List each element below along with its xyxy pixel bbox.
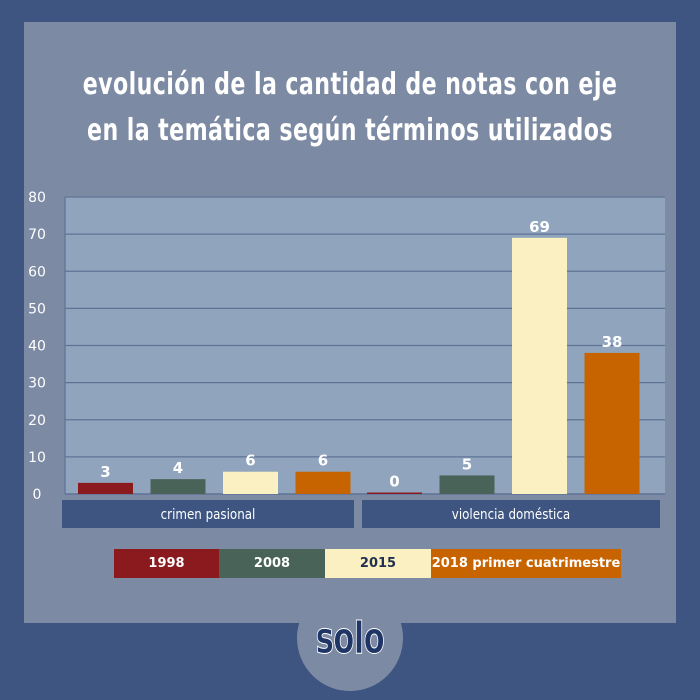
bar-value-label: 3 (100, 463, 110, 481)
bar-value-label: 6 (245, 452, 255, 470)
y-tick-label: 60 (28, 264, 46, 280)
category-label: violencia doméstica (452, 507, 570, 523)
bar (150, 479, 206, 494)
y-tick-label: 20 (28, 413, 46, 429)
legend-item: 1998 (114, 549, 219, 578)
chart-legend: 1998 2008 2015 2018 primer cuatrimestre (114, 549, 621, 578)
legend-label: 2015 (359, 556, 397, 571)
bar (512, 237, 567, 494)
y-tick-label: 70 (28, 227, 46, 243)
bar (584, 352, 640, 494)
chart-title: evolución de la cantidad de notas con ej… (83, 62, 618, 154)
bar (439, 475, 495, 494)
bar-value-label: 0 (389, 473, 399, 491)
y-tick-label: 0 (33, 487, 42, 503)
bar (367, 492, 422, 494)
legend-item: 2008 (219, 549, 325, 578)
legend-label: 2018 primer cuatrimestre (431, 556, 621, 571)
category-band (362, 500, 660, 528)
chart-title-line-1: evolución de la cantidad de notas con ej… (82, 67, 618, 102)
bar-value-label: 4 (173, 459, 183, 477)
bar-value-label: 69 (529, 218, 550, 236)
y-tick-label: 50 (28, 301, 46, 317)
legend-item: 2015 (325, 549, 431, 578)
bar (78, 482, 133, 494)
category-band (62, 500, 354, 528)
bar (223, 471, 278, 494)
y-tick-label: 40 (28, 339, 46, 355)
logo-text: solo (315, 612, 385, 664)
legend-label: 1998 (148, 556, 185, 571)
legend-label: 2008 (253, 556, 291, 571)
y-tick-label: 10 (28, 450, 46, 466)
bar-value-label: 5 (462, 455, 472, 473)
bar (295, 471, 351, 494)
bar-value-label: 6 (318, 452, 328, 470)
y-tick-label: 80 (28, 190, 46, 206)
logo: solo (297, 585, 403, 691)
chart-title-line-2: en la temática según términos utilizados (87, 113, 613, 148)
category-label: crimen pasional (161, 507, 256, 523)
legend-item: 2018 primer cuatrimestre (431, 549, 621, 578)
bar-value-label: 38 (602, 333, 623, 351)
y-tick-label: 30 (28, 376, 46, 392)
